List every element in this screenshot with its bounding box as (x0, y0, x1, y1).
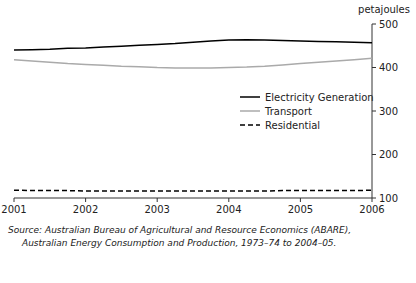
y-tick (372, 111, 376, 112)
y-tick-label: 300 (379, 106, 398, 117)
y-tick-label: 400 (379, 62, 398, 73)
y-tick-label: 500 (379, 19, 398, 30)
plot-lines (14, 40, 372, 191)
y-axis-label: petajoules (358, 4, 410, 15)
x-tick (14, 198, 15, 202)
legend-label: Transport (264, 106, 312, 117)
legend: Electricity Generation Transport Residenti… (240, 92, 374, 131)
series-line (14, 189, 372, 191)
legend-label: Residential (265, 120, 320, 131)
legend-swatch (240, 124, 260, 126)
series-line (14, 58, 372, 68)
x-axis-line (14, 198, 372, 199)
x-tick (228, 198, 229, 202)
x-tick (157, 198, 158, 202)
legend-label: Electricity Generation (265, 92, 374, 103)
y-tick-label: 100 (379, 193, 398, 204)
x-tick-label: 2005 (288, 204, 313, 215)
y-tick-label: 200 (379, 149, 398, 160)
source-note: Source: Australian Bureau of Agricultura… (8, 225, 351, 235)
y-tick (372, 24, 376, 25)
x-tick-label: 2004 (216, 204, 241, 215)
y-tick (372, 198, 376, 199)
x-tick (85, 198, 86, 202)
x-tick (372, 198, 373, 202)
x-tick-label: 2002 (73, 204, 98, 215)
source-note: Australian Energy Consumption and Produc… (21, 238, 336, 248)
x-tick-label: 2006 (359, 204, 384, 215)
series-line (14, 40, 372, 50)
y-tick (372, 67, 376, 68)
legend-swatch (240, 96, 260, 98)
legend-swatch (240, 110, 260, 112)
chart: 2001 2002 2003 2004 2005 2006100 200 300 400 500 p… (0, 0, 416, 283)
x-tick-label: 2001 (1, 204, 26, 215)
y-tick (372, 154, 376, 155)
x-tick-label: 2003 (144, 204, 169, 215)
x-tick (300, 198, 301, 202)
